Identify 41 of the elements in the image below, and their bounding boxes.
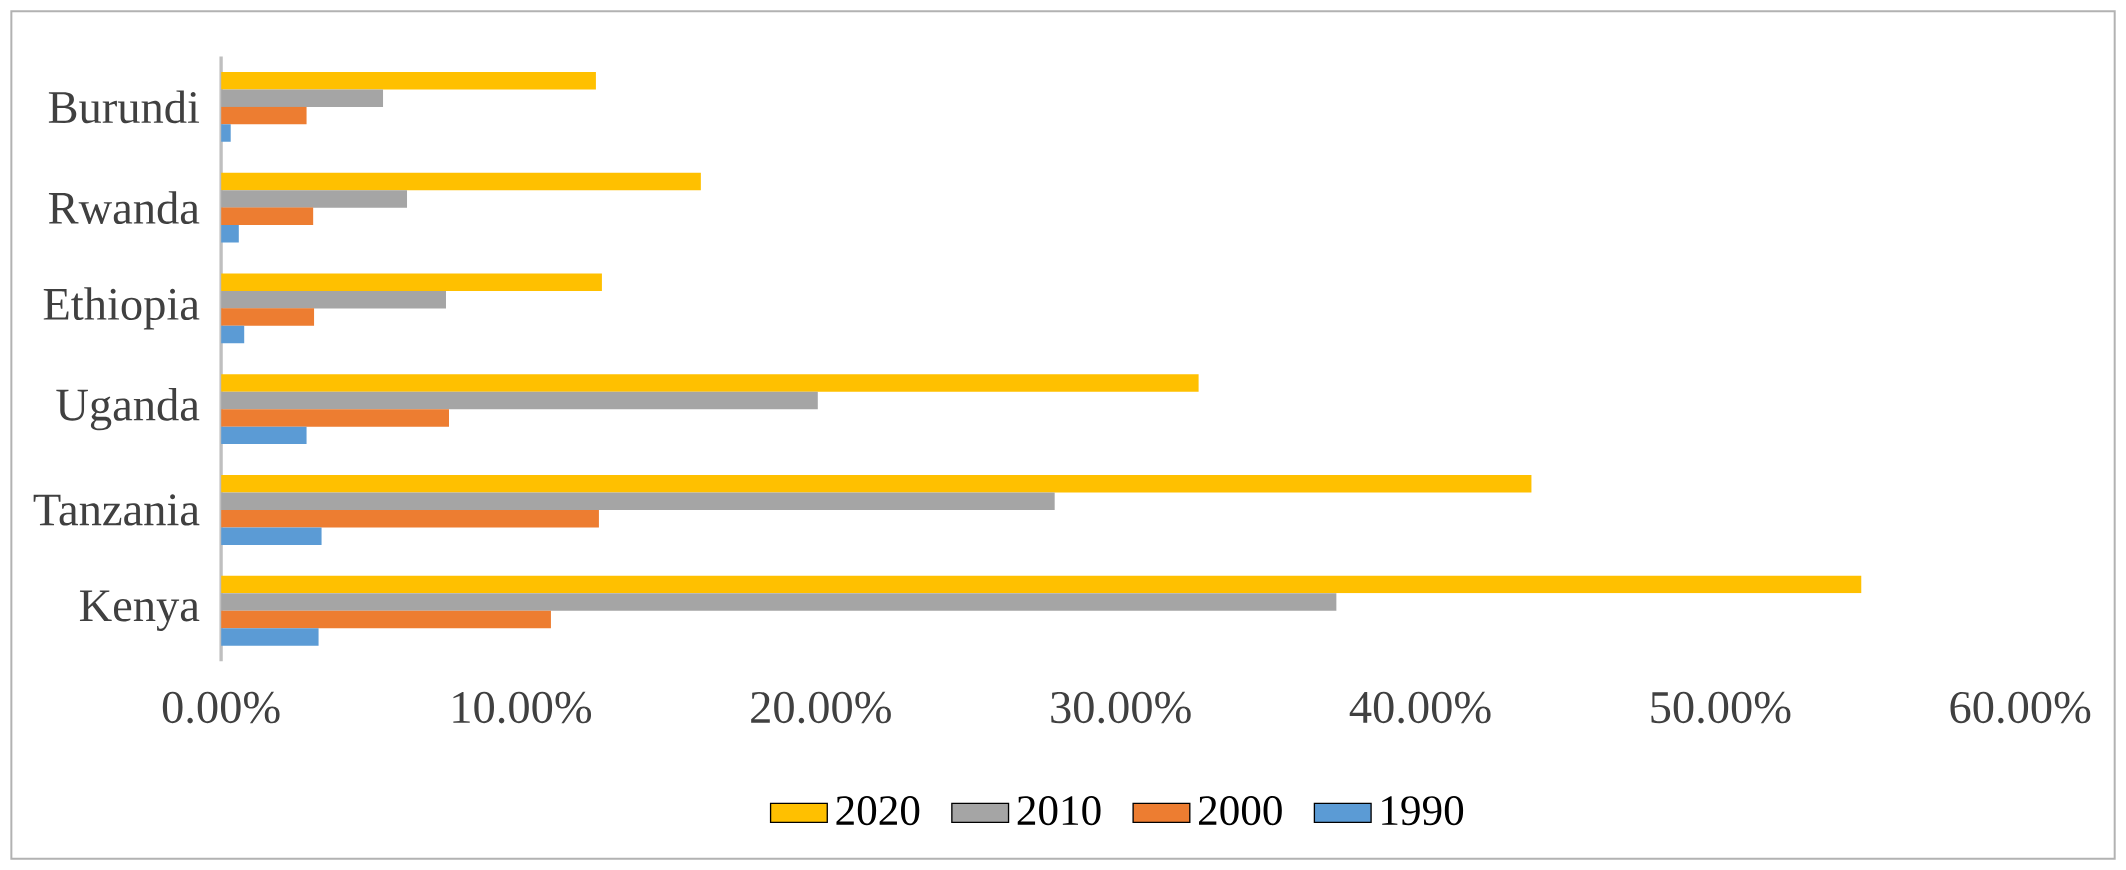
- legend-label: 2020: [836, 796, 920, 826]
- x-tick-label: 40.00%: [1349, 691, 1491, 724]
- bar: [221, 492, 1055, 511]
- bar: [221, 391, 818, 410]
- bar: [221, 628, 319, 646]
- bar: [221, 575, 1862, 594]
- bar: [221, 527, 322, 545]
- x-tick-label: 10.00%: [453, 691, 592, 724]
- y-tick-label: Uganda: [56, 388, 200, 431]
- bar: [221, 374, 1199, 392]
- bar: [221, 225, 239, 243]
- bar: [221, 325, 245, 344]
- bar: [221, 190, 408, 208]
- bar: [221, 71, 596, 90]
- x-tick-label: 20.00%: [751, 691, 891, 724]
- bar: [221, 290, 446, 309]
- bar: [221, 409, 449, 427]
- y-tick-label: Burundi: [48, 90, 200, 124]
- y-tick-label: Kenya: [79, 590, 200, 632]
- bar: [221, 426, 307, 445]
- x-tick-label: 60.00%: [1950, 691, 2091, 724]
- bar: [221, 509, 599, 528]
- x-tick-label: 30.00%: [1051, 691, 1191, 724]
- x-tick-label: 50.00%: [1651, 691, 1791, 724]
- legend-label: 2000: [1198, 796, 1282, 826]
- y-tick-label: Rwanda: [48, 191, 200, 225]
- bar: [221, 475, 1532, 493]
- y-tick-label: Tanzania: [33, 494, 200, 526]
- bar: [221, 207, 314, 226]
- legend-label: 2010: [1017, 796, 1101, 826]
- y-tick-label: Ethiopia: [43, 287, 200, 330]
- bar: [221, 106, 307, 125]
- bar: [221, 593, 1337, 611]
- bar: [221, 89, 384, 107]
- bar: [221, 273, 602, 291]
- bar: [221, 308, 315, 326]
- legend-label: 1990: [1382, 796, 1464, 826]
- bar: [221, 124, 231, 142]
- bar: [221, 610, 551, 629]
- bar: [221, 172, 701, 191]
- x-tick-label: 0.00%: [162, 691, 280, 724]
